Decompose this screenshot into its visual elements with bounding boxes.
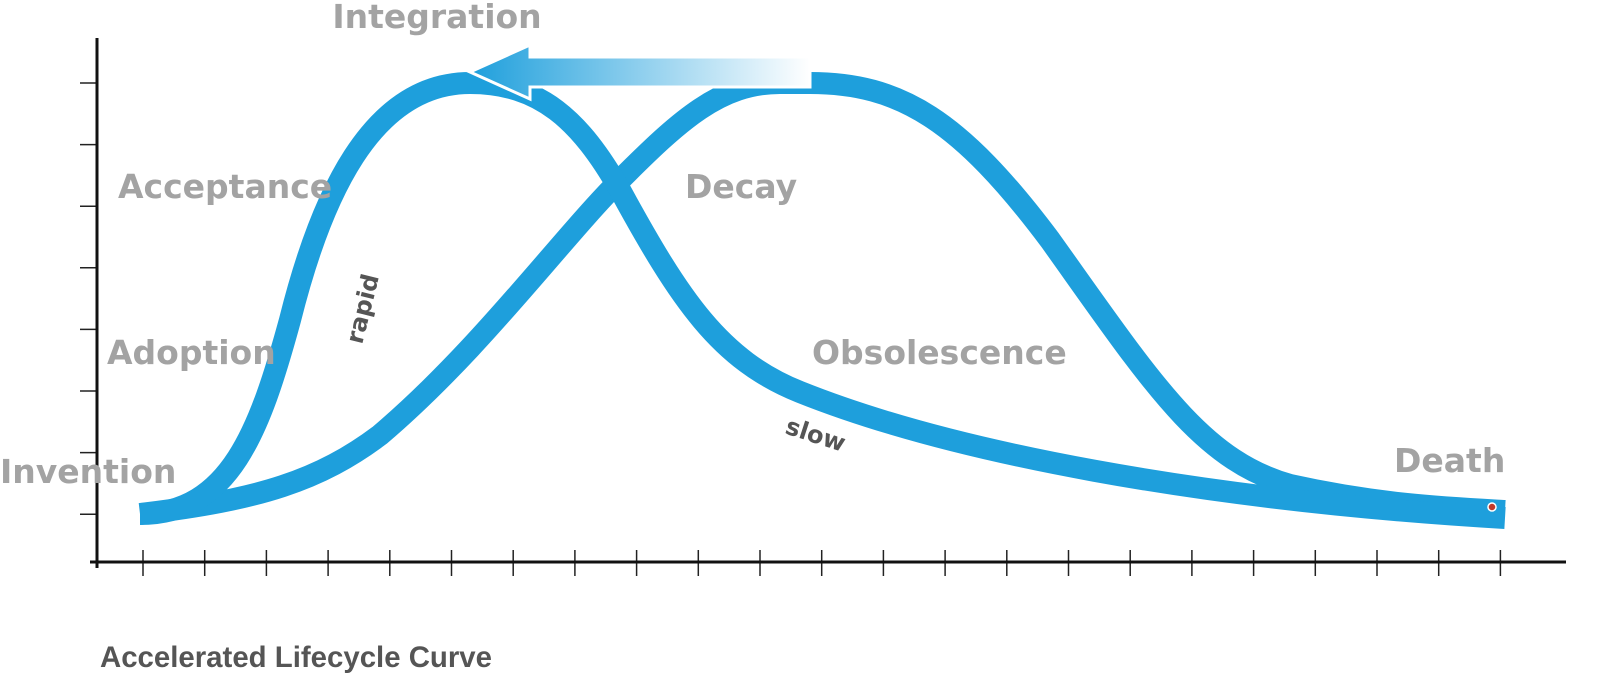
stage-label: Death [1394, 441, 1505, 480]
stage-label: Obsolescence [812, 333, 1067, 372]
title: Accelerated Lifecycle Curve [100, 641, 492, 674]
stage-label: Integration [332, 0, 541, 36]
annotation: slow [782, 412, 849, 458]
marker-dot [1487, 502, 1497, 512]
stage-label: Adoption [107, 333, 276, 372]
stage-label: Acceptance [118, 167, 332, 206]
annotation: rapid [341, 271, 385, 346]
arrow [466, 42, 812, 102]
rapid-curve [139, 71, 1506, 529]
stage-label: Decay [685, 167, 797, 206]
stage-label: Invention [0, 452, 176, 491]
